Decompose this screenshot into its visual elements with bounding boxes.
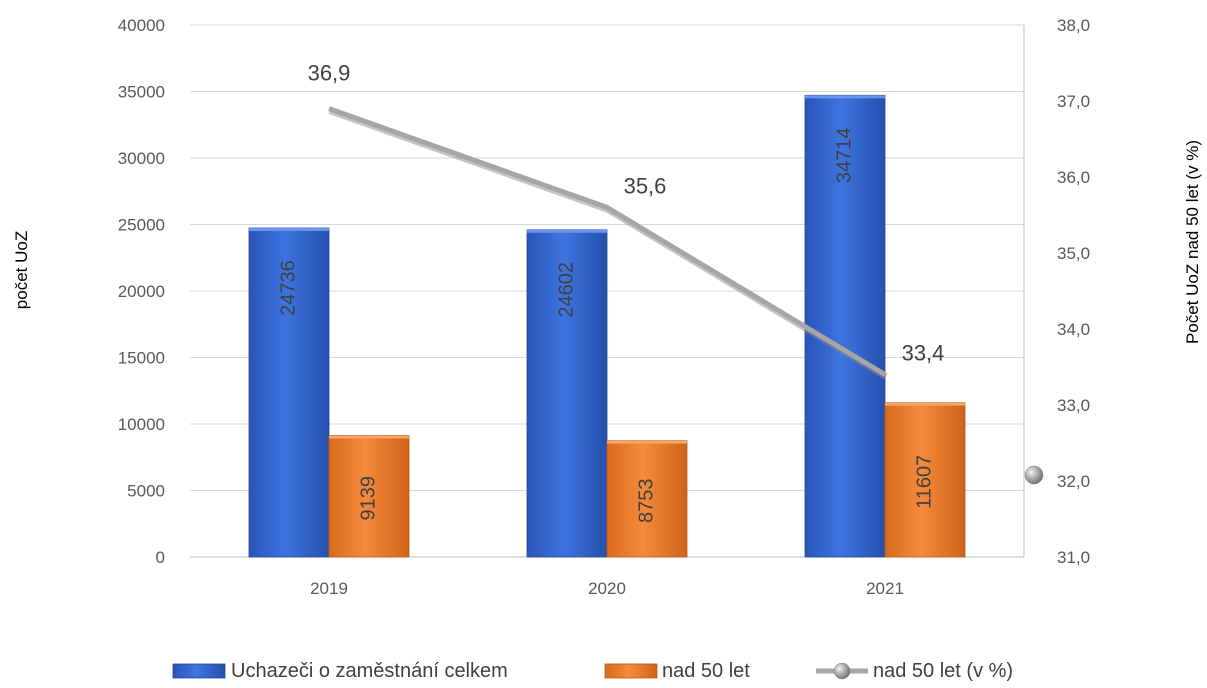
x-axis-ticks: 2019 2020 2021	[310, 579, 904, 598]
legend-label-total: Uchazeči o zaměstnání celkem	[231, 660, 508, 682]
bar-value-label: 9139	[357, 476, 379, 521]
bar	[526, 229, 608, 558]
left-tick-label: 5000	[127, 482, 165, 501]
bar	[328, 435, 410, 558]
right-tick-label: 36,0	[1057, 168, 1090, 187]
left-tick-label: 25000	[118, 216, 165, 235]
line-marker	[1024, 465, 1044, 485]
line-value-label: 33,4	[902, 341, 945, 366]
line-shadow	[328, 107, 888, 380]
bar-top-highlight	[885, 402, 965, 406]
right-tick-label: 32,0	[1057, 472, 1090, 491]
legend-marker	[833, 662, 851, 680]
bar-value-label: 24736	[277, 260, 299, 316]
right-axis-ticks: 31,0 32,0 33,0 34,0 35,0 36,0 37,0 38,0	[1057, 16, 1090, 567]
x-tick-label: 2019	[310, 579, 348, 598]
right-tick-label: 31,0	[1057, 548, 1090, 567]
left-tick-label: 40000	[118, 16, 165, 35]
legend-label-percent: nad 50 let (v %)	[873, 660, 1013, 682]
bar-top-highlight	[249, 228, 329, 232]
left-tick-label: 35000	[118, 83, 165, 102]
left-tick-label: 30000	[118, 149, 165, 168]
percentage-line: 36,9 35,6 33,4	[308, 61, 1044, 485]
bar-value-label: 11607	[913, 455, 935, 509]
bar-value-label: 34714	[833, 127, 855, 183]
left-tick-label: 0	[156, 548, 165, 567]
left-tick-label: 10000	[118, 415, 165, 434]
legend-label-over50: nad 50 let	[662, 660, 750, 682]
right-tick-label: 35,0	[1057, 244, 1090, 263]
line-value-label: 36,9	[308, 61, 351, 86]
right-tick-label: 33,0	[1057, 396, 1090, 415]
legend-swatch-over50	[604, 663, 658, 679]
right-tick-label: 37,0	[1057, 92, 1090, 111]
left-tick-label: 15000	[118, 349, 165, 368]
left-axis-title: počet UoZ	[12, 231, 31, 309]
bar-value-label: 24602	[555, 262, 577, 318]
bar-top-highlight	[329, 435, 409, 439]
x-tick-label: 2021	[866, 579, 904, 598]
line-value-label: 35,6	[624, 173, 667, 198]
left-tick-label: 20000	[118, 282, 165, 301]
bar	[606, 440, 688, 558]
bar-top-highlight	[805, 95, 885, 99]
bar-top-highlight	[527, 229, 607, 233]
legend: Uchazeči o zaměstnání celkem nad 50 let na…	[172, 660, 1013, 682]
bar	[884, 402, 966, 558]
bar-top-highlight	[607, 440, 687, 444]
right-tick-label: 34,0	[1057, 320, 1090, 339]
x-tick-label: 2020	[588, 579, 626, 598]
bars: 24736 9139 24602 8753 34714 11607	[248, 94, 966, 558]
left-axis-ticks: 0 5000 10000 15000 20000 25000 30000 35000 40000	[118, 16, 165, 567]
legend-swatch-total	[172, 663, 226, 679]
right-axis-title: Počet UoZ nad 50 let (v %)	[1183, 140, 1202, 344]
right-tick-label: 38,0	[1057, 16, 1090, 35]
line-series	[328, 106, 887, 377]
bar-value-label: 8753	[635, 479, 657, 524]
